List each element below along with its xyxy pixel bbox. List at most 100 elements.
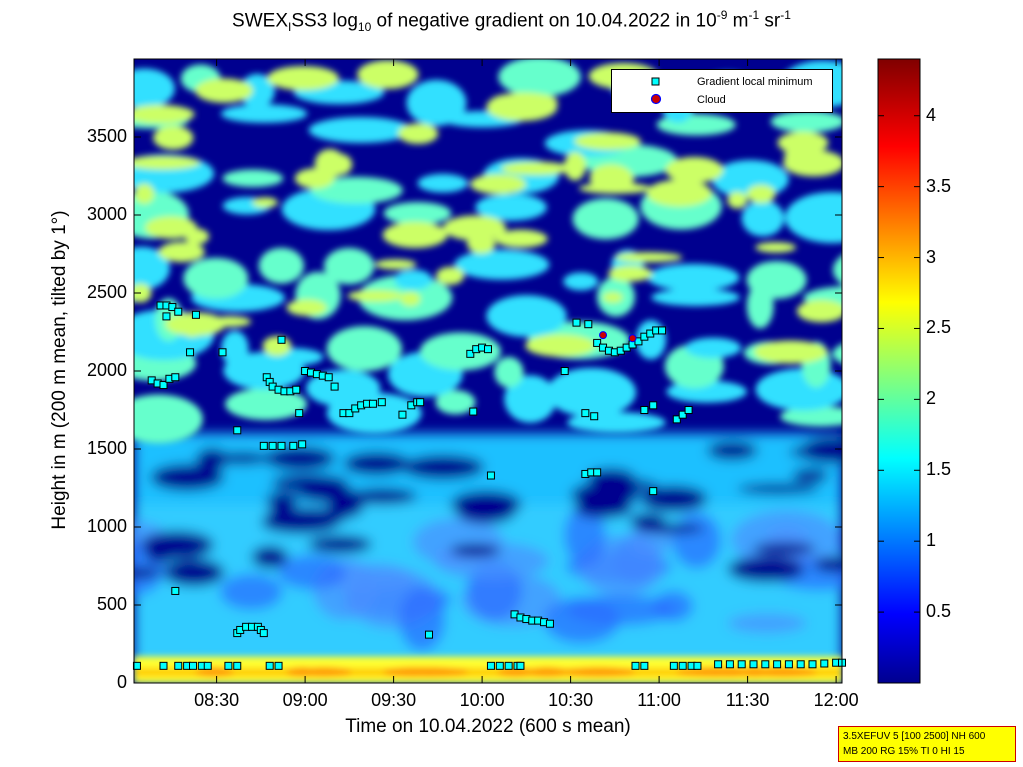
heat-hot — [252, 197, 279, 208]
colorbar-ticks — [878, 115, 920, 613]
min-marker — [274, 661, 283, 670]
min-marker — [265, 661, 274, 670]
min-marker — [796, 660, 805, 669]
heat-patch — [498, 59, 581, 97]
heat-dip — [219, 573, 283, 610]
min-marker — [640, 661, 649, 670]
heat-hot — [470, 174, 527, 195]
heat-patch — [134, 246, 170, 290]
x-tick-label: 10:30 — [548, 690, 594, 710]
heat-ground-peak — [525, 667, 568, 678]
min-marker — [174, 661, 183, 670]
min-marker — [159, 661, 168, 670]
heat-gap — [792, 468, 829, 483]
min-marker — [159, 381, 168, 390]
heat-gap — [727, 556, 805, 582]
heat-patch — [685, 337, 742, 358]
min-marker — [714, 660, 723, 669]
min-marker — [669, 661, 678, 670]
heat-hot — [525, 334, 596, 357]
heat-hot — [134, 155, 201, 170]
min-marker — [277, 335, 286, 344]
min-marker — [808, 660, 817, 669]
y-tick-label: 1500 — [86, 438, 127, 458]
heat-patch — [832, 344, 842, 364]
min-marker — [545, 619, 554, 628]
min-marker — [495, 661, 504, 670]
colorbar-tick-label: 3 — [926, 246, 937, 267]
heat-hot — [195, 78, 253, 103]
heat-patch — [780, 406, 842, 427]
min-marker — [584, 320, 593, 329]
heat-hot — [755, 242, 797, 253]
heat-hot — [327, 153, 353, 176]
min-marker — [162, 312, 171, 321]
heat-patch — [258, 247, 305, 284]
heat-gap — [265, 492, 300, 505]
min-marker — [233, 661, 242, 670]
settings-infobox: 3.5XEFUV 5 [100 2500] NH 600 MB 200 RG 1… — [838, 726, 1016, 762]
heat-hot — [400, 291, 421, 307]
heat-hot — [727, 191, 748, 209]
min-marker — [425, 630, 433, 639]
chart-title: SWEXISS3 log10 of negative gradient on 1… — [232, 8, 791, 35]
infobox-line-2: MB 200 RG 15% TI 0 HI 15 — [843, 746, 965, 757]
min-marker — [324, 373, 333, 382]
heat-hot — [144, 216, 198, 239]
legend-entry-cloud: Cloud — [612, 93, 832, 109]
x-tick-label: 11:30 — [725, 690, 770, 710]
heat-patch — [222, 169, 284, 188]
heat-hot — [796, 299, 842, 323]
colorbar-tick-label: 1 — [926, 530, 937, 551]
heat-hot — [158, 241, 205, 263]
min-marker — [289, 441, 298, 450]
heat-hot — [665, 156, 724, 184]
y-tick-label: 0 — [116, 672, 127, 692]
heat-hot — [134, 104, 195, 124]
heat-hot — [589, 164, 633, 192]
heat-hot — [357, 60, 419, 89]
heat-patch — [134, 68, 175, 109]
heat-gap — [214, 452, 270, 465]
heat-gap — [343, 452, 410, 476]
min-marker — [784, 660, 793, 669]
heat-gap — [456, 500, 515, 524]
y-tick-label: 3500 — [86, 126, 127, 146]
legend-label-minimum: Gradient local minimum — [697, 76, 813, 88]
heat-gap — [635, 523, 705, 534]
min-marker — [466, 349, 475, 358]
colorbar-tick-label: 0.5 — [926, 601, 952, 622]
heat-hot — [574, 132, 641, 151]
heat-gap — [141, 531, 214, 559]
heat-gap — [134, 567, 162, 579]
heat-patch — [435, 390, 476, 415]
colorbar — [877, 58, 921, 684]
colorbar-tick-label: 2.5 — [926, 317, 952, 338]
min-marker — [189, 661, 197, 670]
heat-hot — [746, 184, 776, 204]
heat-patch — [419, 332, 501, 371]
heat-patch — [572, 198, 639, 240]
heat-patch — [746, 260, 807, 299]
heat-patch — [383, 201, 452, 225]
min-marker — [259, 441, 268, 450]
heat-hot — [486, 92, 558, 122]
heat-patch — [183, 257, 249, 300]
min-marker — [737, 660, 746, 669]
marker-layer — [132, 301, 846, 670]
heat-patch — [647, 263, 740, 291]
heat-gap — [813, 556, 842, 573]
min-marker — [398, 410, 407, 419]
heat-dip — [324, 563, 415, 594]
heat-dip — [731, 510, 842, 570]
legend-circle-marker — [650, 93, 662, 105]
heat-patch — [504, 375, 557, 423]
heat-ground-peak — [705, 667, 753, 678]
min-marker — [171, 373, 180, 382]
min-marker — [203, 661, 212, 670]
heat-hot — [382, 221, 448, 249]
heat-gap — [752, 542, 816, 556]
min-marker — [486, 661, 495, 670]
colorbar-tick-label: 4 — [926, 104, 937, 125]
min-marker — [631, 661, 640, 670]
